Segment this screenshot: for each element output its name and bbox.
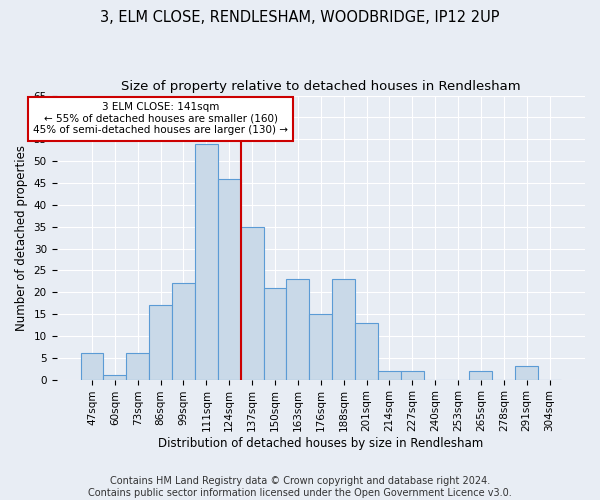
- Bar: [127, 354, 149, 380]
- Text: 3, ELM CLOSE, RENDLESHAM, WOODBRIDGE, IP12 2UP: 3, ELM CLOSE, RENDLESHAM, WOODBRIDGE, IP…: [100, 10, 500, 25]
- Bar: [195, 144, 218, 380]
- Bar: [80, 354, 103, 380]
- Bar: [149, 306, 172, 380]
- Bar: [355, 323, 378, 380]
- Bar: [103, 375, 127, 380]
- Title: Size of property relative to detached houses in Rendlesham: Size of property relative to detached ho…: [121, 80, 521, 93]
- Bar: [515, 366, 538, 380]
- Bar: [332, 279, 355, 380]
- Y-axis label: Number of detached properties: Number of detached properties: [15, 144, 28, 330]
- Bar: [310, 314, 332, 380]
- X-axis label: Distribution of detached houses by size in Rendlesham: Distribution of detached houses by size …: [158, 437, 484, 450]
- Text: Contains HM Land Registry data © Crown copyright and database right 2024.
Contai: Contains HM Land Registry data © Crown c…: [88, 476, 512, 498]
- Bar: [218, 178, 241, 380]
- Bar: [172, 284, 195, 380]
- Bar: [401, 371, 424, 380]
- Bar: [469, 371, 493, 380]
- Bar: [241, 226, 263, 380]
- Bar: [286, 279, 310, 380]
- Bar: [263, 288, 286, 380]
- Bar: [378, 371, 401, 380]
- Text: 3 ELM CLOSE: 141sqm
← 55% of detached houses are smaller (160)
45% of semi-detac: 3 ELM CLOSE: 141sqm ← 55% of detached ho…: [33, 102, 288, 136]
